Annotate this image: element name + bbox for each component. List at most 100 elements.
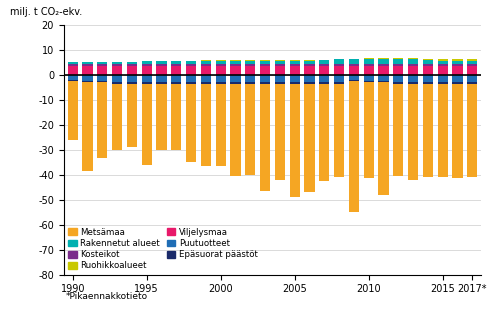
Bar	[201, 84, 211, 166]
Bar	[201, 82, 211, 84]
Bar	[275, 84, 285, 180]
Bar	[171, 75, 182, 82]
Bar	[437, 59, 448, 61]
Bar	[334, 75, 344, 82]
Bar	[171, 66, 182, 75]
Bar	[201, 64, 211, 66]
Bar	[452, 84, 463, 178]
Bar	[437, 64, 448, 66]
Bar	[186, 84, 196, 162]
Bar	[467, 64, 477, 66]
Bar	[127, 82, 137, 84]
Bar	[245, 64, 255, 66]
Bar	[112, 75, 122, 82]
Bar	[363, 82, 374, 178]
Bar	[437, 84, 448, 177]
Bar	[408, 75, 418, 82]
Bar	[156, 66, 166, 75]
Bar	[141, 61, 152, 64]
Bar	[260, 64, 270, 66]
Bar	[467, 75, 477, 82]
Bar	[156, 61, 166, 64]
Bar	[437, 61, 448, 64]
Bar	[156, 84, 166, 150]
Bar	[423, 66, 433, 75]
Bar	[467, 66, 477, 75]
Bar	[245, 82, 255, 84]
Bar	[363, 58, 374, 59]
Bar	[467, 59, 477, 61]
Bar	[290, 61, 300, 64]
Bar	[230, 84, 241, 176]
Bar	[245, 66, 255, 75]
Text: *Pikaennakkotieto: *Pikaennakkotieto	[65, 292, 147, 301]
Bar	[290, 64, 300, 66]
Bar	[304, 82, 315, 84]
Bar	[68, 80, 78, 81]
Bar	[171, 84, 182, 150]
Bar	[423, 64, 433, 66]
Bar	[171, 82, 182, 84]
Bar	[82, 82, 93, 171]
Bar	[290, 66, 300, 75]
Bar	[260, 66, 270, 75]
Bar	[97, 64, 108, 66]
Bar	[230, 61, 241, 64]
Bar	[275, 64, 285, 66]
Bar	[304, 84, 315, 192]
Bar	[201, 61, 211, 64]
Bar	[156, 75, 166, 82]
Bar	[275, 66, 285, 75]
Bar	[112, 62, 122, 64]
Bar	[393, 59, 404, 64]
Bar	[452, 59, 463, 61]
Bar	[452, 82, 463, 84]
Bar	[245, 75, 255, 82]
Bar	[141, 75, 152, 82]
Bar	[334, 84, 344, 177]
Bar	[319, 66, 329, 75]
Bar	[112, 66, 122, 75]
Bar	[171, 64, 182, 66]
Bar	[349, 64, 359, 66]
Bar	[82, 81, 93, 82]
Bar	[82, 66, 93, 75]
Bar	[349, 66, 359, 75]
Bar	[260, 61, 270, 64]
Bar	[334, 59, 344, 64]
Bar	[408, 59, 418, 64]
Bar	[319, 64, 329, 66]
Bar	[423, 84, 433, 177]
Bar	[334, 82, 344, 84]
Text: milj. t CO₂-ekv.: milj. t CO₂-ekv.	[10, 7, 82, 17]
Bar	[82, 64, 93, 66]
Bar	[68, 64, 78, 66]
Bar	[186, 66, 196, 75]
Bar	[68, 81, 78, 140]
Bar	[408, 58, 418, 59]
Bar	[379, 58, 389, 59]
Bar	[127, 64, 137, 66]
Bar	[156, 64, 166, 66]
Bar	[186, 82, 196, 84]
Bar	[452, 61, 463, 64]
Bar	[408, 82, 418, 84]
Bar	[260, 75, 270, 82]
Bar	[230, 66, 241, 75]
Bar	[290, 84, 300, 197]
Bar	[216, 66, 226, 75]
Bar	[393, 82, 404, 84]
Bar	[201, 66, 211, 75]
Bar	[97, 82, 108, 158]
Bar	[393, 75, 404, 82]
Bar	[408, 84, 418, 180]
Bar	[216, 84, 226, 166]
Bar	[216, 82, 226, 84]
Bar	[437, 66, 448, 75]
Bar	[423, 75, 433, 82]
Bar	[437, 82, 448, 84]
Bar	[304, 66, 315, 75]
Bar	[245, 61, 255, 64]
Bar	[452, 66, 463, 75]
Bar	[379, 75, 389, 81]
